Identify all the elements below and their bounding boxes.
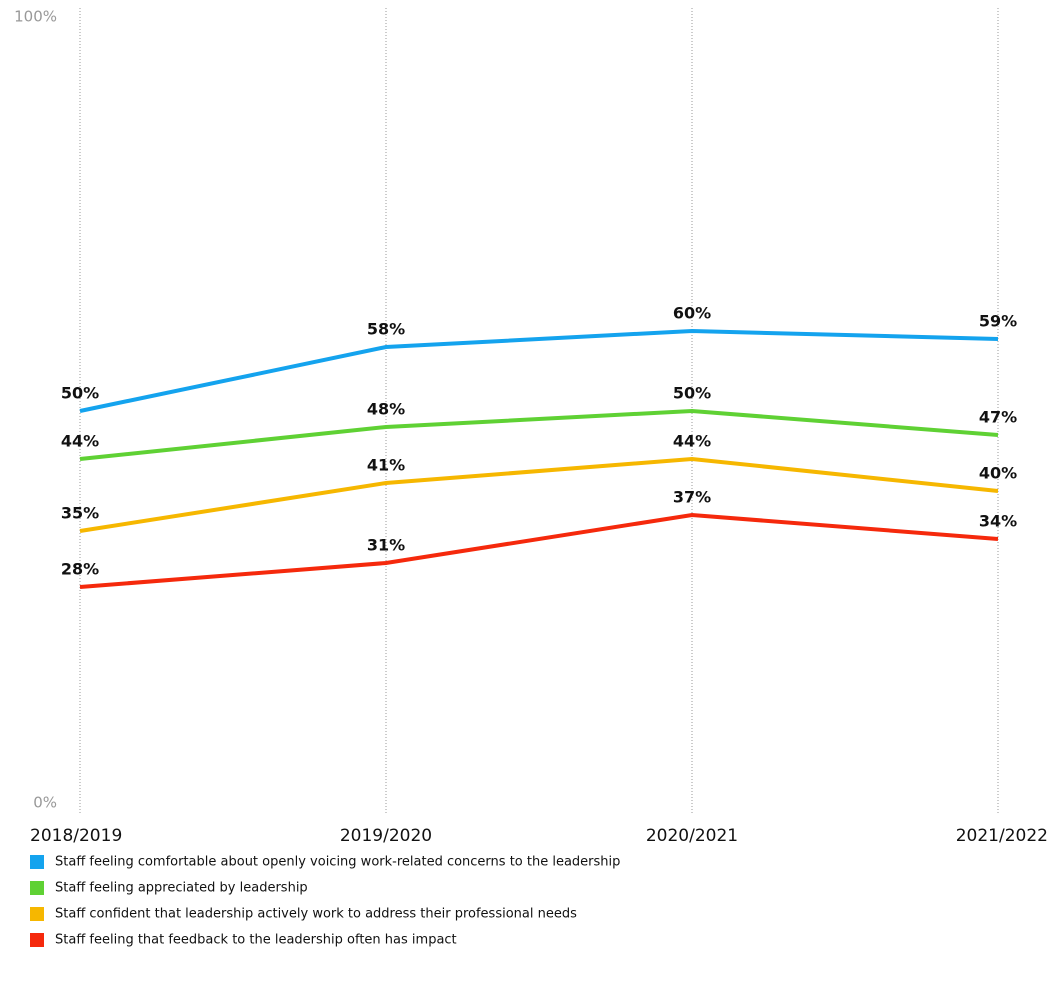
data-label: 50% xyxy=(673,384,711,403)
legend-swatch xyxy=(30,881,44,895)
data-label: 44% xyxy=(673,432,711,451)
series-line xyxy=(79,456,999,533)
data-label: 37% xyxy=(673,488,711,507)
legend-label: Staff feeling appreciated by leadership xyxy=(55,881,308,896)
series-line xyxy=(79,408,999,461)
x-tick-label: 2020/2021 xyxy=(646,826,738,846)
legend-swatch xyxy=(30,933,44,947)
data-label: 47% xyxy=(979,408,1017,427)
data-label: 48% xyxy=(367,400,405,419)
legend-label: Staff feeling comfortable about openly v… xyxy=(55,855,620,870)
data-label: 58% xyxy=(367,320,405,339)
data-label: 60% xyxy=(673,304,711,323)
y-tick-label: 0% xyxy=(33,794,57,812)
x-tick-label: 2021/2022 xyxy=(956,826,1048,846)
x-tick-label: 2018/2019 xyxy=(30,826,122,846)
data-label: 41% xyxy=(367,456,405,475)
legend-swatch xyxy=(30,907,44,921)
data-label: 40% xyxy=(979,464,1017,483)
data-label: 44% xyxy=(61,432,99,451)
data-label: 34% xyxy=(979,512,1017,531)
legend-label: Staff confident that leadership actively… xyxy=(55,907,577,922)
series-line xyxy=(79,512,999,589)
data-label: 59% xyxy=(979,312,1017,331)
data-label: 50% xyxy=(61,384,99,403)
data-label: 28% xyxy=(61,560,99,579)
series-line xyxy=(79,328,999,413)
x-tick-label: 2019/2020 xyxy=(340,826,432,846)
y-tick-label: 100% xyxy=(14,8,57,26)
data-label: 31% xyxy=(367,536,405,555)
data-label: 35% xyxy=(61,504,99,523)
legend-label: Staff feeling that feedback to the leade… xyxy=(55,933,457,948)
legend-swatch xyxy=(30,855,44,869)
